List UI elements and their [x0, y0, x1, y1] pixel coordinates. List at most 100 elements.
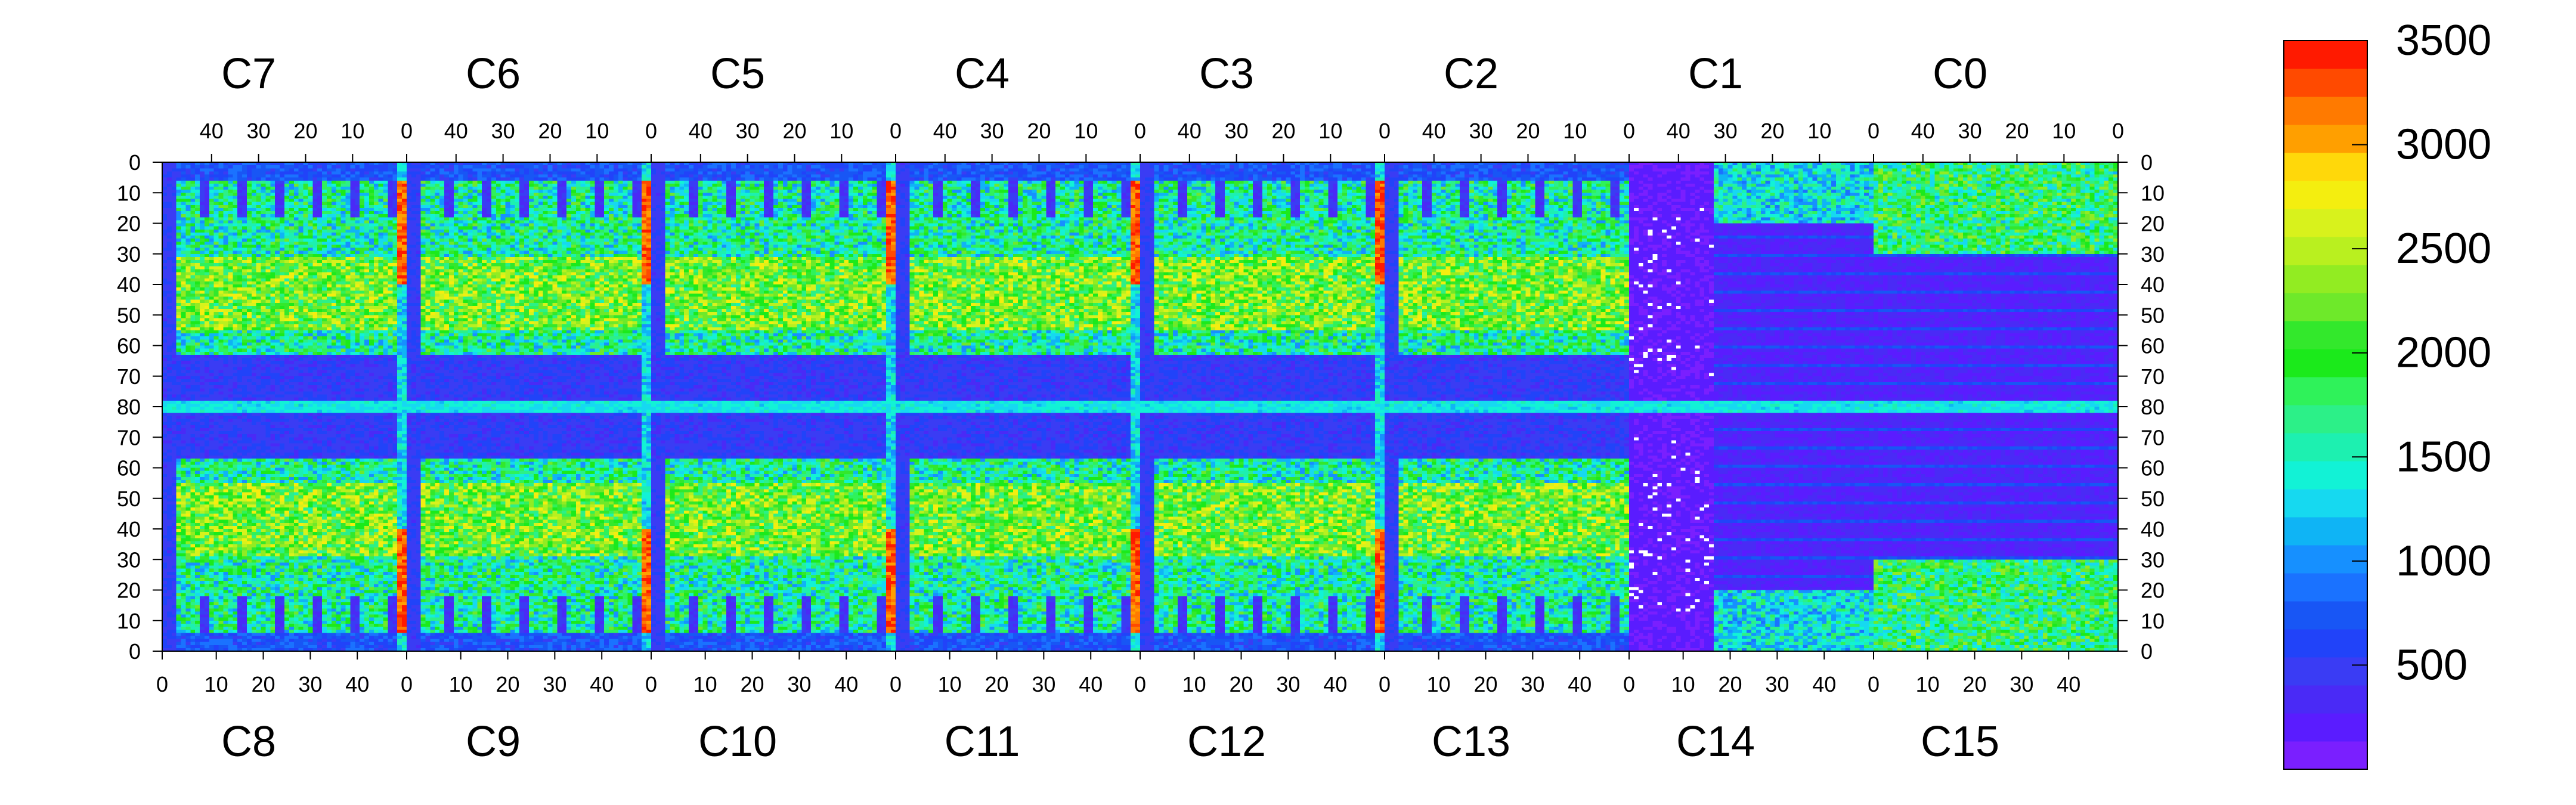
colorbar-band [2284, 97, 2367, 125]
colorbar-band [2284, 41, 2367, 69]
chip-label-bottom-c15: C15 [1921, 718, 1999, 766]
bottom-tick-label: 40 [1568, 672, 1592, 696]
bottom-tick-label: 20 [1962, 672, 1986, 696]
y-tick-label-right: 10 [2141, 181, 2165, 205]
bottom-tick-label: 0 [156, 672, 168, 696]
top-tick-label: 30 [247, 119, 271, 143]
chip-label-bottom-c9: C9 [466, 718, 521, 766]
y-tick-label-left: 50 [117, 303, 141, 327]
bottom-tick-label: 30 [543, 672, 566, 696]
bottom-tick-label: 40 [2057, 672, 2080, 696]
colorbar-band [2284, 349, 2367, 377]
colorbar-band [2284, 657, 2367, 686]
bottom-tick-label: 30 [1765, 672, 1789, 696]
top-tick-label: 40 [1911, 119, 1935, 143]
chip-label-top-c5: C5 [710, 50, 765, 98]
colorbar-band [2284, 209, 2367, 237]
heatmap-cells [162, 162, 2118, 651]
chip-label-top-c4: C4 [955, 50, 1010, 98]
y-tick-label-right: 20 [2141, 578, 2165, 603]
top-tick-label: 0 [1868, 119, 1880, 143]
top-tick-label: 20 [538, 119, 562, 143]
colorbar-band [2284, 629, 2367, 658]
bottom-tick-label: 20 [984, 672, 1008, 696]
y-tick-label-right: 50 [2141, 303, 2165, 327]
y-tick-label-left: 70 [117, 425, 141, 450]
top-tick-label: 0 [2112, 119, 2124, 143]
top-tick-label: 30 [1958, 119, 1982, 143]
colorbar-tick-label: 3500 [2396, 17, 2491, 64]
y-tick-label-left: 20 [117, 212, 141, 236]
top-tick-label: 20 [782, 119, 806, 143]
colorbar-band [2284, 377, 2367, 405]
top-tick-label: 30 [980, 119, 1004, 143]
bottom-tick-label: 20 [740, 672, 764, 696]
top-tick-label: 30 [1714, 119, 1738, 143]
y-tick-label-left: 50 [117, 487, 141, 511]
bottom-tick-label: 40 [834, 672, 858, 696]
chip-label-bottom-c8: C8 [221, 718, 276, 766]
y-tick-label-right: 60 [2141, 334, 2165, 358]
y-tick-label-right: 40 [2141, 273, 2165, 297]
bottom-tick-label: 10 [1182, 672, 1206, 696]
colorbar-band [2284, 601, 2367, 630]
top-tick-label: 10 [1807, 119, 1831, 143]
y-ticks-left: 0 10 20 30 40 50 60 70 80 70 60 50 40 30 20 10 0 [117, 150, 162, 664]
y-tick-label-left: 40 [117, 517, 141, 541]
top-tick-label: 10 [585, 119, 609, 143]
top-tick-label: 10 [1074, 119, 1098, 143]
colorbar-tick-label: 1000 [2396, 537, 2491, 585]
top-tick-label: 40 [933, 119, 957, 143]
top-tick-label: 20 [293, 119, 317, 143]
bottom-tick-label: 0 [1868, 672, 1880, 696]
top-tick-label: 0 [401, 119, 413, 143]
bottom-column-ticks: 0 10 20 30 40 0 10 20 30 40 0 10 20 30 40 0 10 20 30 40 0 10 2… [156, 651, 2080, 696]
colorbar-tick-label: 2000 [2396, 329, 2491, 377]
colorbar-band [2284, 517, 2367, 546]
chip-label-top-c3: C3 [1199, 50, 1254, 98]
top-tick-label: 40 [689, 119, 713, 143]
y-tick-label-left: 20 [117, 578, 141, 603]
top-tick-label: 40 [1178, 119, 1202, 143]
y-tick-label-right: 0 [2141, 150, 2153, 175]
top-column-ticks: 40 30 20 10 0 40 30 20 10 0 40 30 20 10 0 40 30 20 10 0 40 30… [200, 119, 2124, 162]
top-tick-label: 20 [1027, 119, 1051, 143]
bottom-tick-label: 40 [345, 672, 369, 696]
y-tick-label-left: 10 [117, 609, 141, 633]
y-tick-label-left: 10 [117, 181, 141, 205]
chip-label-bottom-c13: C13 [1432, 718, 1510, 766]
top-tick-label: 0 [1623, 119, 1635, 143]
y-tick-label-left: 80 [117, 395, 141, 419]
chip-label-bottom-c12: C12 [1187, 718, 1266, 766]
y-ticks-right: 0 10 20 30 40 50 60 70 80 70 60 50 40 30 20 10 0 [2118, 150, 2165, 664]
bottom-tick-label: 40 [1812, 672, 1836, 696]
chip-label-top-c7: C7 [221, 50, 276, 98]
top-tick-label: 40 [444, 119, 468, 143]
top-tick-label: 0 [890, 119, 902, 143]
chip-label-top-c2: C2 [1444, 50, 1498, 98]
colorbar-band [2284, 69, 2367, 97]
bottom-tick-label: 30 [1521, 672, 1544, 696]
chip-label-bottom-c14: C14 [1676, 718, 1755, 766]
bottom-tick-label: 10 [1427, 672, 1451, 696]
bottom-tick-label: 0 [1134, 672, 1146, 696]
y-tick-label-right: 40 [2141, 517, 2165, 541]
y-tick-label-right: 50 [2141, 487, 2165, 511]
colorbar-band [2284, 545, 2367, 574]
y-tick-label-left: 60 [117, 456, 141, 481]
colorbar-band [2284, 461, 2367, 490]
y-tick-label-right: 80 [2141, 395, 2165, 419]
top-tick-label: 20 [2005, 119, 2029, 143]
bottom-tick-label: 0 [1623, 672, 1635, 696]
colorbar-band [2284, 237, 2367, 265]
y-tick-label-left: 40 [117, 273, 141, 297]
top-tick-label: 30 [1469, 119, 1493, 143]
y-tick-label-left: 0 [129, 150, 141, 175]
bottom-tick-label: 0 [1379, 672, 1391, 696]
colorbar-band [2284, 293, 2367, 321]
y-tick-label-right: 10 [2141, 609, 2165, 633]
bottom-tick-label: 20 [1229, 672, 1253, 696]
bottom-tick-label: 10 [693, 672, 717, 696]
bottom-tick-label: 10 [1916, 672, 1940, 696]
y-tick-label-right: 0 [2141, 639, 2153, 664]
